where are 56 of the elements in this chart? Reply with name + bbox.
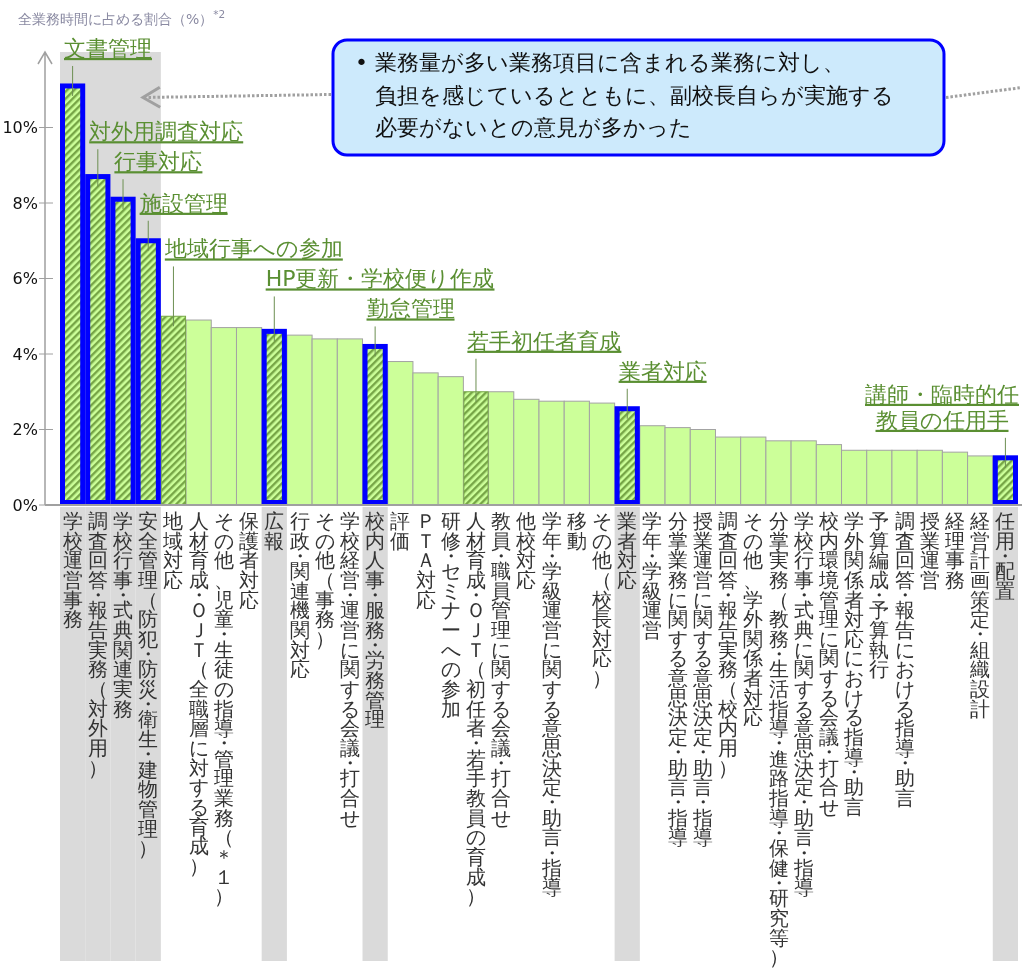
annotation: 勤怠管理: [366, 296, 455, 322]
category-label: 分掌業務に関する意思決定・助言・指導: [667, 509, 688, 850]
x-tick-label: 地域対応: [162, 509, 184, 592]
category-label: 分掌実務（教務・生活指導・進路指導・保健・研究等）: [768, 509, 789, 970]
category-label: 学校行事・式典関連実務: [113, 509, 134, 721]
category-label: 調査回答・報告における指導・助言: [894, 509, 915, 811]
x-tick-label: 任用・配置: [994, 509, 1016, 603]
y-tick-label: 4%: [12, 344, 38, 364]
category-label: 学校行事・式典に関する意思決定・助言・指導: [793, 509, 814, 900]
category-label: 学年・学級運営に関する意思決定・助言・指導: [541, 509, 562, 900]
annotation: 行事対応: [114, 149, 203, 175]
category-label: その他、児童・生徒の指導・管理業務（＊１）: [213, 509, 234, 909]
x-tick-label: 保護者対応: [239, 509, 260, 612]
x-tick-label: 移動: [566, 509, 587, 553]
x-tick-label: 広報: [264, 509, 285, 553]
category-label: その他、学外関係者対応: [743, 509, 764, 730]
x-tick-label: ＰＴＡ対応: [415, 509, 436, 612]
x-tick-label: 経理事務: [943, 509, 965, 592]
category-label: 安全管理（防犯・防災・衛生・建物管理）: [138, 509, 159, 861]
x-tick-label: 業者対応: [617, 509, 638, 592]
y-tick-label: 6%: [12, 269, 38, 288]
category-label: 人材育成・ＯＪＴ（全職層に対する育成）: [188, 509, 209, 878]
y-tick-label: 2%: [12, 420, 38, 439]
category-label: 学校経営・運営に関する会議・打合せ: [339, 509, 360, 830]
annotation: 業者対応: [618, 358, 707, 384]
category-label: 授業運営に関する意思決定・助言・指導: [692, 509, 713, 850]
y-axis-title: 全業務時間に占める割合（%）$^{*2}$: [18, 8, 226, 27]
category-label: 教員・職員管理に関する会議・打合せ: [491, 509, 512, 830]
annotation: 文書管理: [64, 35, 152, 61]
x-tick-label: 学年・学級運営: [642, 509, 663, 642]
annotation: • 業務量が多い業務項目に含まれる業務に対し、負担を感じているとともに、副校長自らが実施する必要がないとの意見が多かった: [355, 50, 894, 140]
annotation: 講師・臨時的任教員の任用手: [865, 381, 1019, 433]
category-label: 校内人事・服務・労務管理: [365, 509, 386, 732]
category-label: 予算編成・予算執行: [869, 509, 890, 682]
annotation: HP更新・学校便り作成: [265, 266, 495, 292]
x-tick-label: 授業運営: [919, 509, 940, 592]
category-label: 行政・関連機関対応: [289, 509, 310, 682]
category-label: 研修・セミナーへの参加: [440, 509, 461, 721]
y-tick-label: 8%: [12, 193, 38, 213]
category-label: 学外関係者対応における指導・助言: [844, 509, 865, 819]
category-label: 調査回答・報告実務（校内用）: [718, 509, 739, 780]
category-label: 校内環境管理に関する会議・打合せ: [818, 509, 839, 819]
category-label: その他（校長対応）: [592, 509, 613, 691]
category-label: 人材育成・ＯＪＴ（初任者・若手教員の育成）: [465, 509, 486, 909]
y-tick-label: 0%: [12, 495, 38, 515]
annotation: 施設管理: [139, 190, 228, 216]
category-label: 調査回答・報告実務（対外用）: [87, 509, 108, 780]
x-tick-label: 学校運営事務: [61, 509, 83, 632]
y-tick-label: 10%: [2, 118, 38, 137]
x-tick-label: その他（事務）: [314, 509, 335, 651]
annotation: 若手初任者育成: [467, 328, 622, 354]
annotation: 地域行事への参加: [163, 236, 343, 262]
annotation: 対外用調査対応: [89, 119, 244, 145]
category-label: 経営計画策定・組織設計: [970, 509, 991, 721]
x-tick-label: 評価: [390, 509, 411, 553]
x-tick-label: 他校対応: [515, 509, 537, 592]
